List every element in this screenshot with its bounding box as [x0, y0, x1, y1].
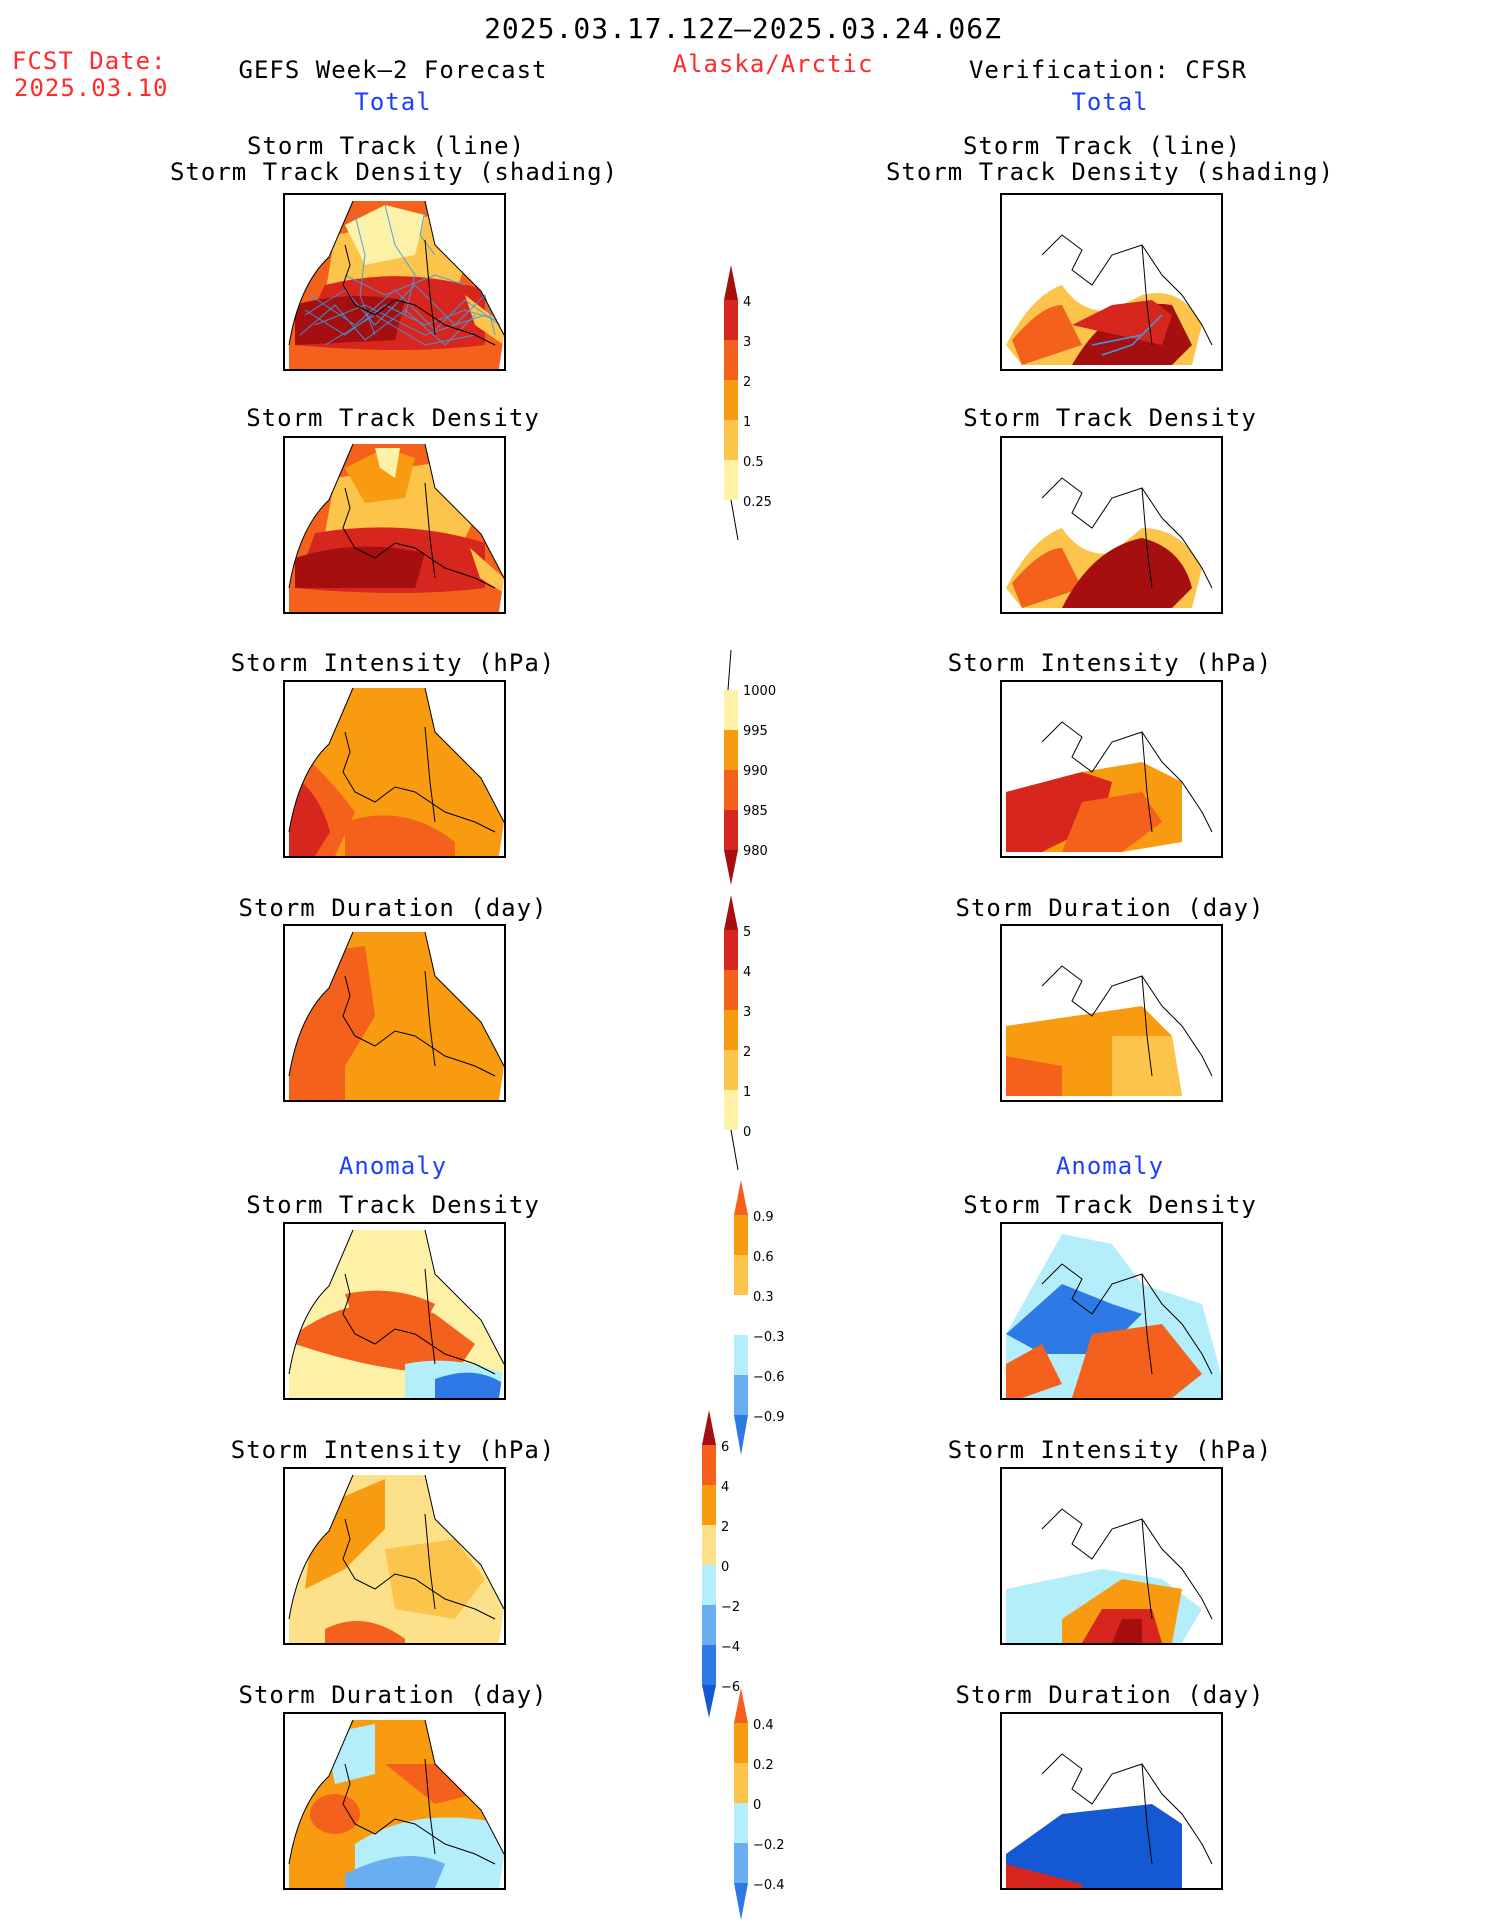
right-anomaly-label: Anomaly — [1055, 1152, 1165, 1180]
right-track-shading-title: Storm Track Density (shading) — [885, 158, 1335, 186]
right-density-title: Storm Track Density — [963, 404, 1257, 432]
left-duration-title: Storm Duration (day) — [238, 894, 548, 922]
duration-tick: 0 — [743, 1125, 752, 1140]
anomaly-intensity-tick: 4 — [721, 1480, 730, 1495]
anomaly-intensity-tick: −2 — [721, 1600, 741, 1615]
forecast-period-title: 2025.03.17.12Z–2025.03.24.06Z — [484, 12, 1002, 45]
cfsr-anomaly-density-map — [1000, 1222, 1223, 1400]
density-tick: 2 — [743, 375, 752, 390]
anomaly-intensity-tick: 6 — [721, 1440, 730, 1455]
anomaly-duration-tick: 0.2 — [753, 1758, 774, 1773]
anomaly-intensity-tick: −6 — [721, 1680, 741, 1695]
anomaly-density-tick: 0.6 — [753, 1250, 774, 1265]
right-anom-density-title: Storm Track Density — [963, 1191, 1257, 1219]
right-intensity-title: Storm Intensity (hPa) — [947, 649, 1273, 677]
cfsr-track-density-map — [1000, 193, 1223, 371]
duration-tick: 2 — [743, 1045, 752, 1060]
anomaly-density-tick: 0.9 — [753, 1210, 774, 1225]
anomaly-duration-tick: 0.4 — [753, 1718, 774, 1733]
duration-tick: 3 — [743, 1005, 752, 1020]
intensity-tick: 980 — [743, 844, 768, 859]
right-column-title: Verification: CFSR — [968, 56, 1248, 84]
cfsr-density-map — [1000, 436, 1223, 614]
cfsr-intensity-map — [1000, 680, 1223, 858]
density-tick: 3 — [743, 335, 752, 350]
anomaly-density-colorbar: 0.9 0.6 0.3 −0.3 −0.6 −0.9 — [733, 1180, 785, 1464]
intensity-colorbar: 1000 995 990 985 980 — [723, 649, 776, 894]
duration-tick: 1 — [743, 1085, 752, 1100]
anomaly-density-tick: −0.6 — [753, 1370, 785, 1385]
fcst-date-value: 2025.03.10 — [14, 74, 169, 102]
fcst-date-label: FCST Date: — [12, 47, 167, 75]
intensity-tick: 985 — [743, 804, 768, 819]
left-anomaly-label: Anomaly — [338, 1152, 448, 1180]
anomaly-density-tick: −0.3 — [753, 1330, 785, 1345]
intensity-tick: 1000 — [743, 684, 777, 699]
right-total-label: Total — [1071, 88, 1149, 116]
cfsr-anomaly-intensity-map — [1000, 1467, 1223, 1645]
anomaly-intensity-tick: 0 — [721, 1560, 730, 1575]
anomaly-duration-tick: −0.4 — [753, 1878, 785, 1893]
gefs-anomaly-duration-map — [283, 1712, 506, 1890]
region-label: Alaska/Arctic — [672, 50, 874, 78]
cfsr-anomaly-duration-map — [1000, 1712, 1223, 1890]
right-anom-intensity-title: Storm Intensity (hPa) — [947, 1436, 1273, 1464]
left-anom-density-title: Storm Track Density — [246, 1191, 540, 1219]
gefs-duration-map — [283, 924, 506, 1102]
anomaly-intensity-tick: 2 — [721, 1520, 730, 1535]
left-anom-duration-title: Storm Duration (day) — [238, 1681, 548, 1709]
gefs-track-density-map — [283, 193, 506, 371]
anomaly-density-tick: −0.9 — [753, 1410, 785, 1425]
duration-tick: 4 — [743, 965, 752, 980]
left-anom-intensity-title: Storm Intensity (hPa) — [230, 1436, 556, 1464]
duration-tick: 5 — [743, 925, 752, 940]
right-track-line-title: Storm Track (line) — [962, 132, 1242, 160]
left-track-shading-title: Storm Track Density (shading) — [169, 158, 619, 186]
left-intensity-title: Storm Intensity (hPa) — [230, 649, 556, 677]
left-total-label: Total — [354, 88, 432, 116]
anomaly-duration-tick: 0 — [753, 1798, 762, 1813]
right-duration-title: Storm Duration (day) — [955, 894, 1265, 922]
anomaly-intensity-colorbar: 6 4 2 0 −2 −4 −6 — [701, 1410, 740, 1724]
anomaly-intensity-tick: −4 — [721, 1640, 741, 1655]
density-tick: 1 — [743, 415, 752, 430]
left-track-line-title: Storm Track (line) — [246, 132, 526, 160]
left-column-title: GEFS Week–2 Forecast — [238, 56, 548, 84]
gefs-density-map — [283, 436, 506, 614]
anomaly-duration-colorbar: 0.4 0.2 0 −0.2 −0.4 — [733, 1688, 785, 1927]
anomaly-duration-tick: −0.2 — [753, 1838, 785, 1853]
density-tick: 0.5 — [743, 455, 764, 470]
density-colorbar: 4 3 2 1 0.5 0.25 — [723, 265, 772, 549]
intensity-tick: 990 — [743, 764, 768, 779]
duration-colorbar: 5 4 3 2 1 0 — [723, 895, 751, 1179]
intensity-tick: 995 — [743, 724, 768, 739]
gefs-anomaly-density-map — [283, 1222, 506, 1400]
anomaly-density-tick: 0.3 — [753, 1290, 774, 1305]
gefs-intensity-map — [283, 680, 506, 858]
right-anom-duration-title: Storm Duration (day) — [955, 1681, 1265, 1709]
density-tick: 4 — [743, 295, 752, 310]
gefs-anomaly-intensity-map — [283, 1467, 506, 1645]
left-density-title: Storm Track Density — [246, 404, 540, 432]
cfsr-duration-map — [1000, 924, 1223, 1102]
density-tick: 0.25 — [743, 495, 772, 510]
